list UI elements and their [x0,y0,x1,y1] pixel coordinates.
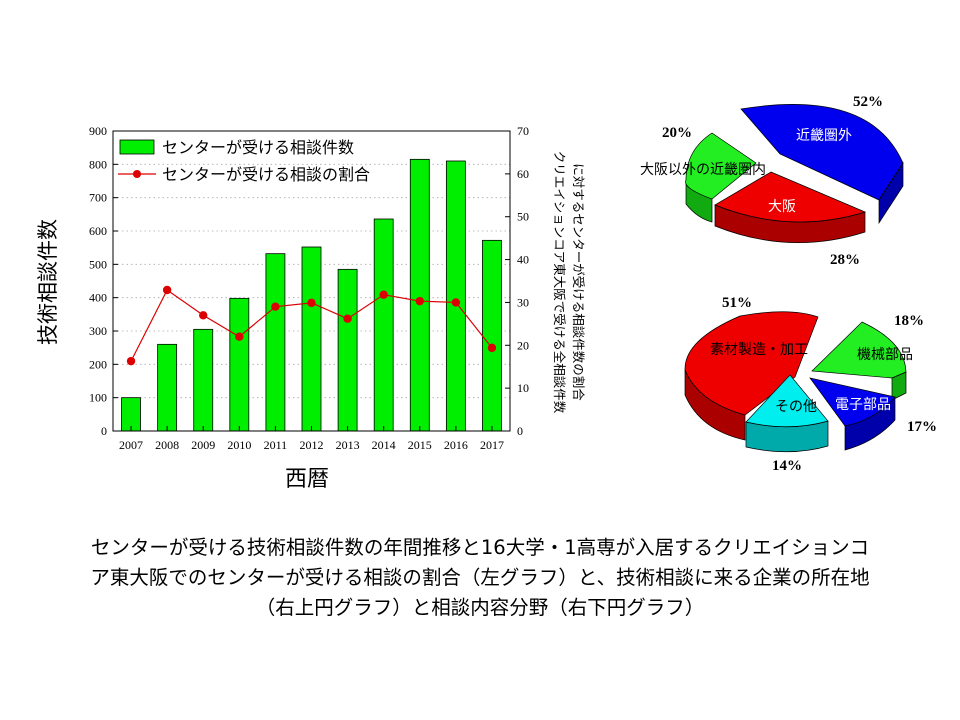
pie-slice-osaka [714,171,867,244]
line-series [126,285,497,366]
pie-top-pct-2: 20% [662,125,692,141]
bar-2012 [301,246,322,432]
bar-2015 [409,158,430,432]
right-tick-label: 50 [517,210,529,224]
pie-bottom-label-0: 素材製造・加工 [710,342,808,358]
bar-2014 [373,218,394,432]
x-tick-label: 2009 [191,438,215,452]
right-tick-label: 20 [517,338,529,352]
ratio-point-2015 [415,296,424,306]
bar-2017 [482,239,502,432]
x-tick-label: 2010 [227,438,251,452]
x-tick-label: 2011 [264,438,288,452]
bar-2016 [445,160,466,432]
pie-chart-field: 素材製造・加工 機械部品 電子部品 その他 51% 18% 17% 14% [684,295,937,474]
pie-slice-kinki-other [685,132,757,223]
pie-bottom-pct-1: 18% [894,313,924,329]
caption-line-1: センターが受ける技術相談件数の年間推移と16大学・1高専が入居するクリエイション… [90,536,870,559]
pie-slice-materials [684,311,819,441]
x-tick-label: 2016 [444,438,468,452]
ratio-point-2012 [307,298,316,308]
pie-bottom-pct-3: 14% [772,458,802,474]
ratio-point-2014 [379,290,388,299]
ratio-point-2007 [126,356,136,366]
bar-2009 [193,328,214,432]
left-tick-label: 100 [89,391,107,405]
bar-2013 [337,268,358,432]
right-axis-label-line1: クリエイションコア東大阪で受ける全相談件数 [552,151,567,414]
left-tick-label: 300 [89,324,107,338]
left-tick-label: 600 [89,224,107,238]
right-tick-label: 40 [517,253,529,267]
ratio-point-2009 [199,311,208,320]
pie-top-label-0: 近畿圏外 [796,128,852,144]
chart-legend: センターが受ける相談件数 センターが受ける相談の割合 [118,138,370,184]
ratio-point-2013 [343,314,352,323]
right-axis-label-line2: に対するセンターが受ける相談件数の割合 [571,163,586,401]
bar-2010 [229,297,250,432]
right-tick-label: 70 [517,124,529,138]
pie-slice-kinki-outside [740,104,904,225]
pie-top-pct-1: 28% [830,252,860,268]
ratio-point-2016 [451,298,461,307]
pie-slice-other [745,374,829,453]
x-tick-label: 2013 [336,438,360,452]
pie-bottom-label-1: 機械部品 [857,347,913,363]
pie-top-label-2: 大阪以外の近畿圏内 [640,162,766,178]
left-axis-ticks: 0 100 200 300 400 500 600 700 800 900 [89,124,118,438]
left-tick-label: 800 [89,157,107,171]
right-tick-label: 30 [517,295,529,309]
x-tick-label: 2007 [119,438,143,452]
left-tick-label: 0 [101,424,107,438]
ratio-point-2011 [271,302,280,311]
x-axis-label: 西暦 [285,467,329,492]
right-axis-ticks: 0 10 20 30 40 50 60 70 [505,124,529,438]
pie-slice-machine [811,321,907,401]
pie-chart-location: 近畿圏外 大阪 大阪以外の近畿圏内 52% 28% 20% [640,94,904,268]
left-tick-label: 500 [89,257,107,271]
pie-top-pct-0: 52% [853,94,883,110]
x-tick-label: 2015 [408,438,432,452]
x-tick-label: 2012 [300,438,324,452]
left-tick-label: 400 [89,291,107,305]
caption-line-2: ア東大阪でのセンターが受ける相談の割合（左グラフ）と、技術相談に来る企業の所在地 [90,566,870,589]
right-tick-label: 10 [517,381,529,395]
bar-series [121,158,502,432]
legend-bar-label: センターが受ける相談件数 [162,138,354,157]
bar-2011 [265,253,286,432]
ratio-point-2008 [162,285,172,295]
left-tick-label: 900 [89,124,107,138]
pie-slice-electronics [809,377,896,451]
figure-caption: センターが受ける技術相談件数の年間推移と16大学・1高専が入居するクリエイション… [40,533,920,623]
pie-bottom-pct-0: 51% [722,295,752,311]
ratio-point-2017 [487,343,497,353]
x-axis-ticks: 2007 2008 2009 2010 2011 2012 2013 2014 2015 2016… [119,426,504,452]
pie-bottom-label-2: 電子部品 [835,397,891,413]
ratio-point-2010 [235,332,244,341]
left-tick-label: 200 [89,357,107,371]
x-tick-label: 2008 [155,438,179,452]
right-tick-label: 60 [517,167,529,181]
left-axis-label: 技術相談件数 [36,219,60,345]
caption-line-3: （右上円グラフ）と相談内容分野（右下円グラフ） [255,596,705,619]
pie-top-label-1: 大阪 [768,199,796,215]
pie-bottom-label-3: その他 [775,399,817,415]
pie-bottom-pct-2: 17% [907,419,937,435]
x-tick-label: 2017 [480,438,504,452]
bar-line-chart: 0 100 200 300 400 500 600 700 800 900 0 10 20 30 40 50… [36,124,586,492]
left-tick-label: 700 [89,191,107,205]
legend-line-label: センターが受ける相談の割合 [162,165,370,184]
legend-bar-swatch [119,139,155,155]
right-tick-label: 0 [517,424,523,438]
legend-line-marker [133,170,141,178]
x-tick-label: 2014 [372,438,396,452]
bar-2008 [157,343,178,432]
